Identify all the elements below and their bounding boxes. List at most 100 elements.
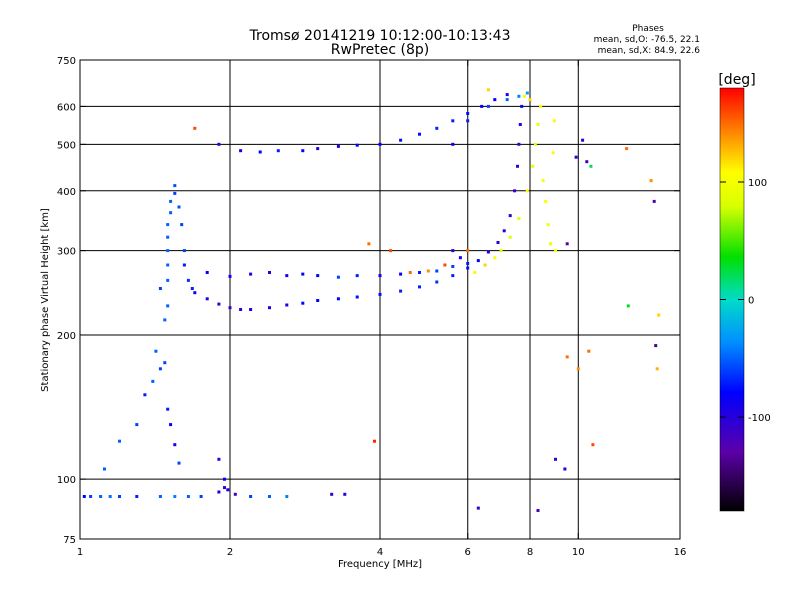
data-point xyxy=(587,349,591,353)
data-point xyxy=(82,495,86,498)
data-point xyxy=(316,299,320,302)
data-point xyxy=(166,407,170,411)
data-point xyxy=(158,495,162,498)
data-point xyxy=(330,492,334,496)
data-point xyxy=(336,275,340,279)
data-point xyxy=(451,274,455,278)
data-point xyxy=(301,272,305,276)
data-point xyxy=(443,263,447,267)
data-point xyxy=(249,272,253,276)
data-point xyxy=(217,457,221,461)
data-point xyxy=(193,126,197,130)
data-point xyxy=(480,104,484,108)
data-point xyxy=(169,199,173,203)
data-point xyxy=(135,495,139,498)
data-point xyxy=(378,142,382,146)
data-point xyxy=(169,211,173,215)
data-point xyxy=(166,304,170,308)
data-point xyxy=(493,98,497,102)
data-point xyxy=(226,488,230,492)
x-tick-label: 8 xyxy=(527,547,533,558)
x-tick-label: 16 xyxy=(674,547,687,558)
data-point xyxy=(585,160,589,164)
data-point xyxy=(173,184,177,188)
data-point xyxy=(163,361,167,365)
x-tick-label: 1 xyxy=(77,547,83,558)
data-point xyxy=(486,88,490,92)
data-point xyxy=(554,457,557,461)
data-point xyxy=(378,292,382,296)
y-tick-label: 100 xyxy=(57,475,76,486)
y-tick-label: 300 xyxy=(57,247,76,258)
data-point xyxy=(435,280,439,284)
data-point xyxy=(258,150,262,154)
data-point xyxy=(389,249,393,253)
data-point xyxy=(239,308,243,311)
colorbar-tick-label: 100 xyxy=(748,178,767,189)
data-point xyxy=(589,164,593,168)
data-point xyxy=(574,155,578,159)
data-point xyxy=(565,355,569,359)
data-point xyxy=(268,306,271,310)
grid-lines xyxy=(80,60,680,539)
data-point xyxy=(483,263,487,267)
data-point xyxy=(473,271,477,274)
data-point xyxy=(135,423,139,427)
colorbar-tick-label: -100 xyxy=(748,413,771,424)
data-point xyxy=(657,313,661,317)
x-axis-label: Frequency [MHz] xyxy=(338,559,422,570)
data-point xyxy=(517,142,521,146)
data-point xyxy=(166,263,170,267)
data-point xyxy=(581,138,585,142)
data-point xyxy=(418,285,421,289)
data-point xyxy=(118,495,121,498)
data-point xyxy=(158,367,162,371)
data-point xyxy=(505,98,509,102)
data-point xyxy=(249,308,253,311)
y-axis-label: Stationary phase Virtual Height [km] xyxy=(40,208,51,392)
data-point xyxy=(418,271,421,274)
data-point xyxy=(528,98,532,102)
x-tick-label: 2 xyxy=(227,547,233,558)
data-point xyxy=(180,223,184,227)
data-point xyxy=(336,144,340,148)
stats-heading: Phases xyxy=(632,24,664,34)
data-point xyxy=(205,297,209,301)
data-point xyxy=(166,249,170,253)
data-point xyxy=(408,271,412,274)
data-point xyxy=(166,278,170,282)
data-point xyxy=(435,126,439,130)
data-point xyxy=(513,189,517,193)
data-point xyxy=(169,423,173,427)
colorbar-tick-label: 0 xyxy=(748,296,754,307)
chart-subtitle: RwPretec (8p) xyxy=(331,42,429,58)
y-tick-label: 500 xyxy=(57,140,76,151)
data-point xyxy=(173,191,177,195)
data-point xyxy=(516,164,519,168)
data-point xyxy=(268,271,271,274)
colorbar-label: [deg] xyxy=(718,72,755,88)
data-point xyxy=(190,287,194,290)
data-point xyxy=(355,295,359,299)
data-point xyxy=(435,269,439,273)
data-point xyxy=(576,367,580,371)
y-tick-label: 75 xyxy=(63,535,76,546)
data-point xyxy=(108,495,112,498)
data-point xyxy=(525,91,529,95)
data-point xyxy=(565,242,569,246)
data-point xyxy=(154,349,158,353)
data-point xyxy=(591,443,595,447)
stats-line-o: mean, sd,O: -76.5, 22.1 xyxy=(594,35,700,45)
data-point xyxy=(336,297,340,301)
data-point xyxy=(223,477,226,481)
data-point xyxy=(217,490,221,494)
data-point xyxy=(466,262,470,265)
data-point xyxy=(652,199,656,203)
data-point xyxy=(525,189,529,193)
data-point xyxy=(268,495,271,498)
data-point xyxy=(316,274,320,278)
data-point xyxy=(367,242,371,246)
data-point xyxy=(118,439,121,443)
data-point xyxy=(373,439,376,443)
